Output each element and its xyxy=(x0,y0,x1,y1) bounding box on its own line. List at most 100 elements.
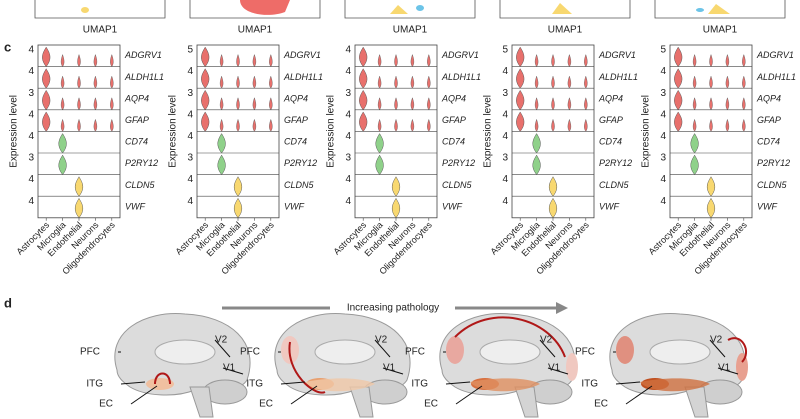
region-label: V2 xyxy=(375,335,388,346)
gene-label: ALDH1L1 xyxy=(283,72,323,82)
region-label: PFC xyxy=(575,347,595,358)
violin xyxy=(252,53,257,67)
violin xyxy=(674,111,683,132)
violin xyxy=(60,53,65,67)
leader-line xyxy=(445,381,471,385)
violin xyxy=(742,97,746,111)
y-axis-label: Expression level xyxy=(326,95,337,168)
violin xyxy=(269,75,273,89)
gene-label: ALDH1L1 xyxy=(441,72,481,82)
gene-label: CLDN5 xyxy=(599,180,630,190)
violin xyxy=(410,53,415,67)
violin xyxy=(410,97,415,111)
region-label: V1 xyxy=(548,363,561,374)
row-max: 4 xyxy=(660,131,666,142)
violin xyxy=(269,118,273,132)
y-axis-label: Expression level xyxy=(9,95,20,168)
row-max: 4 xyxy=(502,66,508,77)
gene-label: ADGRV1 xyxy=(756,50,794,60)
violin xyxy=(551,53,555,67)
row-max: 4 xyxy=(345,109,351,120)
region-label: EC xyxy=(424,399,438,410)
row-max: 4 xyxy=(187,131,193,142)
row-max: 4 xyxy=(345,174,351,185)
region-label: V1 xyxy=(718,363,731,374)
axis-label: UMAP1 xyxy=(238,25,273,36)
row-max: 4 xyxy=(187,66,193,77)
violin xyxy=(742,53,746,67)
row-max: 3 xyxy=(502,88,508,99)
row-max: 4 xyxy=(345,45,351,56)
gene-label: AQP4 xyxy=(124,93,149,103)
region-label: V1 xyxy=(223,363,236,374)
region-label: EC xyxy=(594,399,608,410)
row-max: 4 xyxy=(660,174,666,185)
gene-label: ALDH1L1 xyxy=(598,72,638,82)
axis-label: UMAP1 xyxy=(548,25,583,36)
gene-label: VWF xyxy=(125,201,145,211)
brainstem xyxy=(514,386,539,418)
violin xyxy=(233,197,243,219)
row-max: 4 xyxy=(345,131,351,142)
umap-frame xyxy=(654,0,786,19)
violin xyxy=(219,97,224,111)
leader-line xyxy=(615,381,641,385)
violin xyxy=(93,75,98,89)
row-max: 4 xyxy=(28,196,34,207)
violin xyxy=(74,197,84,219)
gene-label: CLDN5 xyxy=(284,180,315,190)
region-itg xyxy=(305,378,375,392)
violin xyxy=(42,46,51,68)
violin xyxy=(236,97,240,111)
region-v xyxy=(566,353,578,381)
row-max: 4 xyxy=(28,45,34,56)
arrow-label-bg xyxy=(330,300,455,316)
umap-frame xyxy=(499,0,631,19)
violin xyxy=(359,111,368,132)
row-max: 4 xyxy=(187,174,193,185)
axis-label: UMAP1 xyxy=(393,25,428,36)
violin xyxy=(690,133,699,154)
region-label: V2 xyxy=(710,335,723,346)
umap-frame xyxy=(34,0,166,19)
row-max: 3 xyxy=(660,153,666,164)
violin xyxy=(252,75,257,89)
violin xyxy=(692,97,697,111)
violin xyxy=(93,53,98,67)
axis-label: UMAP1 xyxy=(703,25,738,36)
violin xyxy=(394,53,398,67)
row-max: 4 xyxy=(187,109,193,120)
violin xyxy=(58,154,67,176)
gene-label: CD74 xyxy=(125,137,148,147)
violin xyxy=(77,53,81,67)
umap-blob xyxy=(708,4,730,14)
spread-arrow xyxy=(727,337,747,363)
violin xyxy=(584,118,588,132)
violin xyxy=(725,97,730,111)
region-pfc xyxy=(446,336,464,364)
leader-line xyxy=(539,339,556,358)
region-v xyxy=(736,353,748,381)
violin xyxy=(375,133,384,154)
violin xyxy=(201,68,210,89)
violin xyxy=(725,53,730,67)
gene-label: ADGRV1 xyxy=(441,50,479,60)
gene-label: ADGRV1 xyxy=(124,50,162,60)
gene-label: CD74 xyxy=(284,137,307,147)
violin xyxy=(60,75,65,89)
violin xyxy=(516,68,525,89)
region-label: ITG xyxy=(86,379,103,390)
row-max: 3 xyxy=(187,88,193,99)
gene-label: P2RY12 xyxy=(599,158,632,168)
gene-label: CLDN5 xyxy=(125,180,156,190)
umap-blob xyxy=(390,5,408,14)
region-label: EC xyxy=(259,399,273,410)
violin xyxy=(394,75,398,89)
gene-label: GFAP xyxy=(284,115,308,125)
brainstem xyxy=(349,386,374,418)
violin xyxy=(548,197,558,219)
violin xyxy=(516,89,525,111)
violin xyxy=(93,97,98,111)
violin xyxy=(516,111,525,132)
region-label: ITG xyxy=(581,379,598,390)
